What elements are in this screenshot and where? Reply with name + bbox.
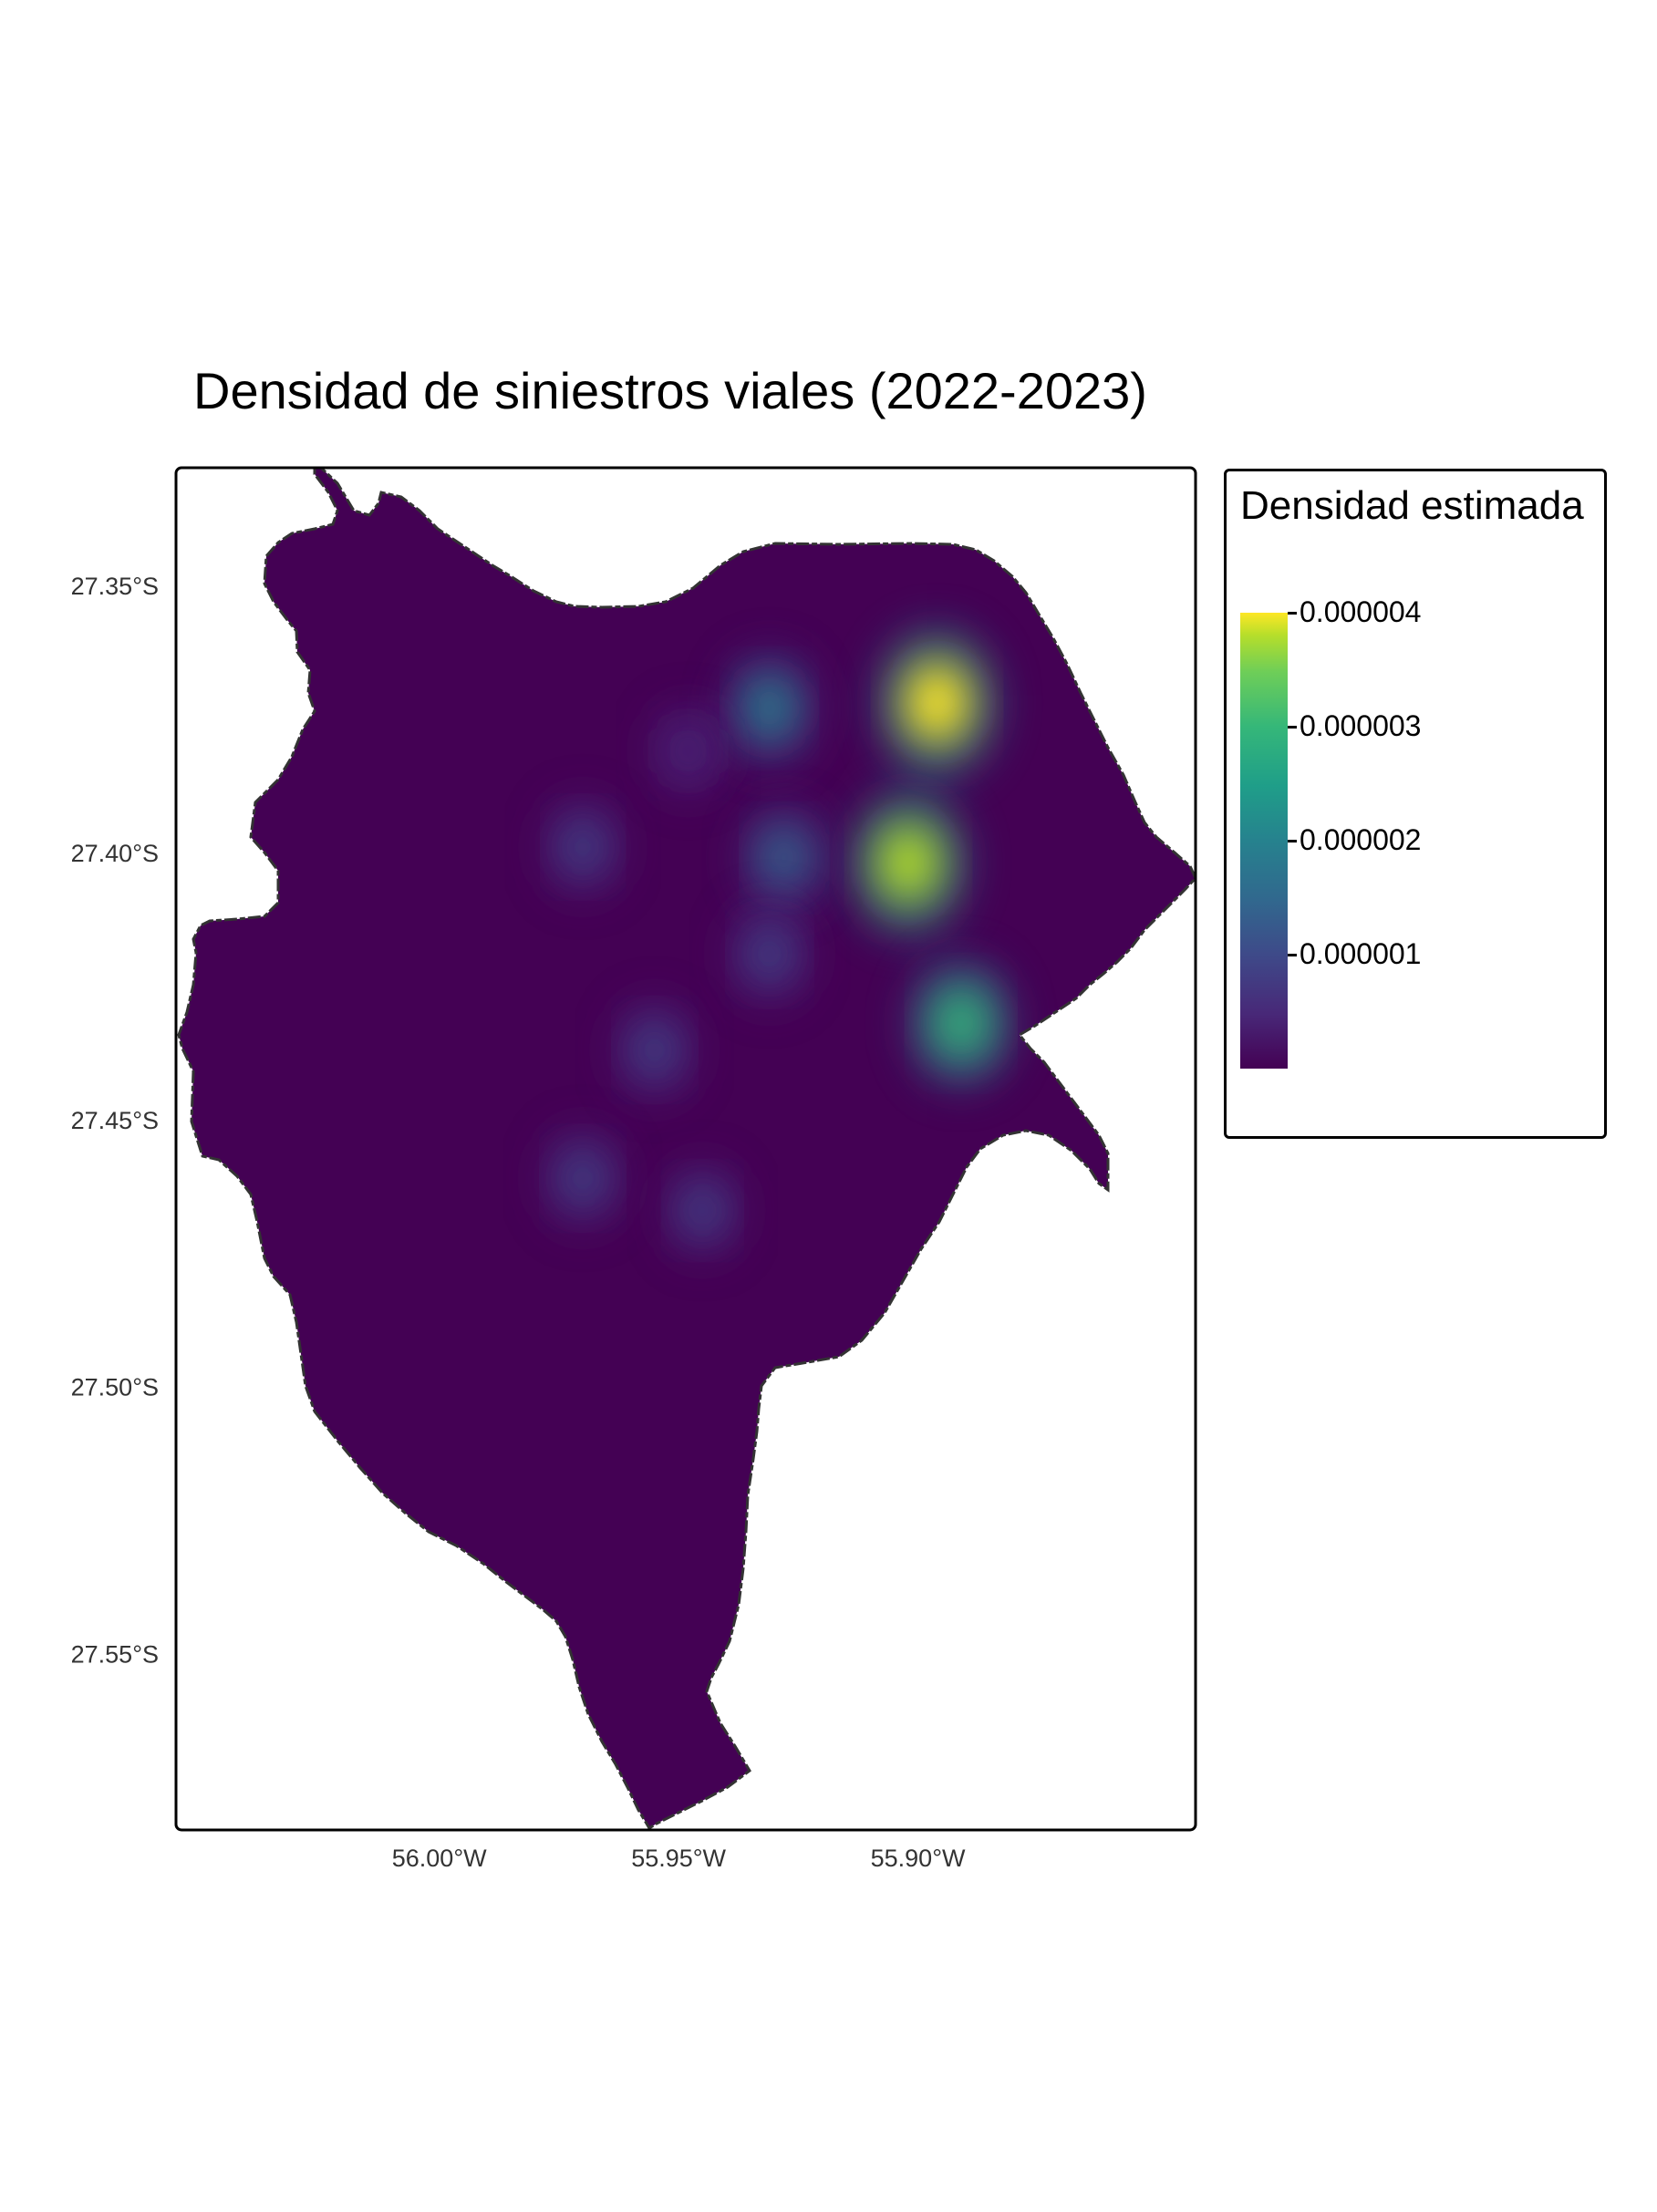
legend-tick-mark bbox=[1288, 954, 1297, 956]
panel-border bbox=[174, 466, 1197, 1832]
legend-tick-mark bbox=[1288, 726, 1297, 729]
x-tick-label: 55.90°W bbox=[871, 1845, 966, 1872]
density-hotspot bbox=[543, 1128, 623, 1228]
density-hotspot bbox=[909, 959, 1013, 1088]
density-hotspot bbox=[724, 651, 815, 765]
y-tick-label: 27.35°S bbox=[71, 573, 159, 600]
legend-title: Densidad estimada bbox=[1240, 483, 1584, 528]
municipality-fill bbox=[179, 468, 1196, 1828]
map-title: Densidad de siniestros viales (2022-2023… bbox=[193, 362, 1147, 419]
legend-colorbar bbox=[1240, 613, 1288, 1069]
y-tick-label: 27.45°S bbox=[71, 1107, 159, 1134]
x-axis: 56.00°W 55.95°W 55.90°W bbox=[392, 1845, 966, 1872]
legend-tick-mark bbox=[1288, 612, 1297, 615]
y-axis: 27.35°S 27.40°S 27.45°S 27.50°S 27.55°S bbox=[71, 573, 159, 1669]
legend-tick-label: 0.000002 bbox=[1300, 823, 1422, 856]
legend-tick-label: 0.000004 bbox=[1300, 595, 1422, 628]
density-hotspot bbox=[651, 705, 725, 797]
legend-tick-label: 0.000003 bbox=[1300, 709, 1422, 742]
density-hotspot bbox=[850, 790, 967, 936]
density-hotspot bbox=[742, 806, 825, 909]
density-hotspot bbox=[544, 798, 622, 896]
y-tick-label: 27.55°S bbox=[71, 1641, 159, 1669]
y-tick-label: 27.40°S bbox=[71, 840, 159, 867]
density-layer bbox=[543, 627, 1013, 1257]
density-hotspot bbox=[665, 1163, 740, 1257]
municipality-boundary bbox=[177, 466, 1197, 1831]
legend-box bbox=[1224, 469, 1607, 1139]
density-hotspot bbox=[729, 903, 811, 1005]
x-tick-label: 55.95°W bbox=[631, 1845, 726, 1872]
y-tick-label: 27.50°S bbox=[71, 1374, 159, 1401]
x-tick-label: 56.00°W bbox=[392, 1845, 487, 1872]
legend-tick-mark bbox=[1288, 840, 1297, 842]
legend-tick-label: 0.000001 bbox=[1300, 937, 1422, 970]
density-hotspot bbox=[876, 627, 998, 779]
density-hotspot bbox=[615, 1000, 695, 1100]
